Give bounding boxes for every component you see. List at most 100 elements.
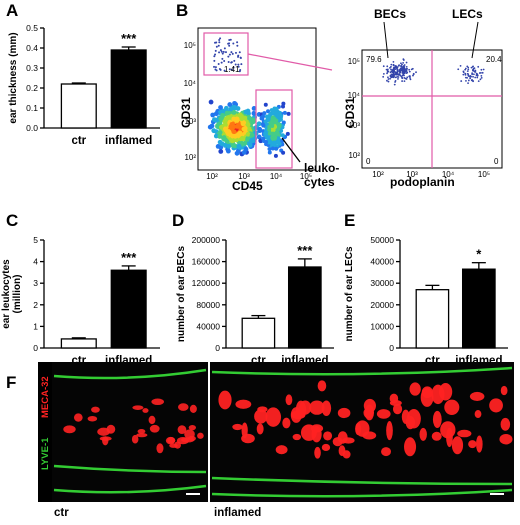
blood-vessel [342, 450, 351, 459]
event-dot [472, 65, 474, 68]
flow-x-tick-label: 10⁵ [300, 172, 312, 181]
event-dot [390, 63, 393, 66]
event-dot [214, 66, 217, 69]
blood-vessel [254, 409, 268, 424]
lymphatic-vessel [53, 368, 207, 380]
event-dot [409, 78, 412, 81]
blood-vessel [438, 383, 453, 401]
lymphatic-vessel [211, 476, 513, 486]
event-dot [263, 131, 268, 136]
blood-vessel [282, 417, 291, 429]
flow-y-tick-label: 10⁵ [184, 41, 196, 50]
event-dot [462, 73, 465, 76]
event-dot [405, 68, 408, 70]
event-dot [231, 69, 234, 72]
event-dot [228, 44, 231, 47]
event-dot [231, 129, 237, 135]
bar-ctr [60, 338, 97, 349]
micro-label-inflamed: inflamed [214, 507, 261, 519]
blood-vessel [169, 443, 178, 448]
lymphatic-vessel [211, 366, 513, 376]
flow-x-tick-label: 10² [372, 170, 384, 179]
event-dot [224, 110, 230, 116]
blood-vessel [73, 413, 83, 422]
lyve1-signal [53, 366, 513, 498]
y-tick-label: 0.2 [26, 83, 38, 93]
event-dot [392, 76, 395, 79]
blood-vessel [406, 409, 421, 429]
event-dot [221, 52, 224, 55]
event-dot [286, 111, 291, 116]
blood-vessel [235, 399, 252, 409]
event-dot [257, 126, 263, 132]
event-dot [256, 121, 262, 127]
y-tick-label: 0.1 [26, 103, 38, 113]
blood-vessel [197, 432, 204, 439]
event-dot [271, 140, 276, 145]
event-dot [467, 79, 470, 82]
event-dot [474, 71, 477, 73]
event-dot [234, 51, 237, 54]
event-dot [393, 67, 396, 70]
event-dot [470, 79, 473, 82]
chart-ear-becs: 0 40000 80000 120000 160000 200000 number of e… [176, 235, 334, 367]
event-dot [390, 70, 393, 73]
event-dot [404, 68, 406, 71]
event-dot [218, 105, 223, 110]
blood-vessel [337, 407, 351, 419]
y-tick-label: 5 [33, 235, 38, 245]
event-dot [274, 146, 279, 151]
y-tick-label: 1 [33, 321, 38, 331]
event-dot [213, 59, 216, 62]
event-dot [476, 76, 479, 79]
event-dot [221, 57, 224, 60]
event-dot [273, 153, 278, 158]
panel-letter-e: E [344, 211, 355, 230]
event-dot [225, 115, 231, 120]
bar-ctr [60, 83, 97, 129]
event-dot [473, 67, 476, 70]
event-dot [268, 112, 273, 117]
event-dot [403, 74, 405, 77]
blood-vessel [431, 431, 442, 441]
event-dot [210, 112, 216, 118]
y-tick-label: 160000 [192, 257, 221, 267]
event-dot [217, 134, 223, 139]
y-axis-label: (million) [12, 275, 23, 314]
event-dot [274, 113, 279, 118]
event-dot [395, 65, 398, 68]
event-dot [228, 53, 231, 56]
event-dot [220, 50, 223, 53]
stain-label-meca32: MECA-32 [40, 376, 51, 418]
lymphatic-vessel [53, 464, 207, 474]
event-dot [275, 132, 280, 137]
event-dot [236, 44, 239, 47]
event-dot [234, 63, 237, 66]
blood-vessel [176, 437, 189, 445]
event-dot [389, 67, 391, 69]
event-dot [285, 131, 290, 136]
event-dot [462, 71, 465, 74]
blood-vessel [386, 421, 393, 441]
event-dot [215, 143, 221, 149]
flow-x-tick-label: 10² [206, 172, 218, 181]
panel-letter-c: C [6, 211, 18, 230]
event-dot [479, 78, 482, 81]
event-dot [214, 53, 217, 56]
event-dot [405, 72, 408, 75]
event-dot [222, 122, 228, 128]
blood-vessel [317, 380, 327, 392]
event-dot [467, 66, 470, 69]
event-dot [409, 75, 411, 78]
event-dot [272, 131, 277, 136]
event-dot [246, 115, 252, 121]
y-tick-label: 120000 [192, 278, 221, 288]
panel-letter-a: A [6, 1, 18, 20]
y-tick-label: 3 [33, 278, 38, 288]
event-dot [410, 68, 413, 71]
event-dot [398, 64, 400, 67]
blood-vessel [500, 385, 508, 396]
event-dot [235, 123, 240, 129]
event-dot [246, 126, 252, 132]
